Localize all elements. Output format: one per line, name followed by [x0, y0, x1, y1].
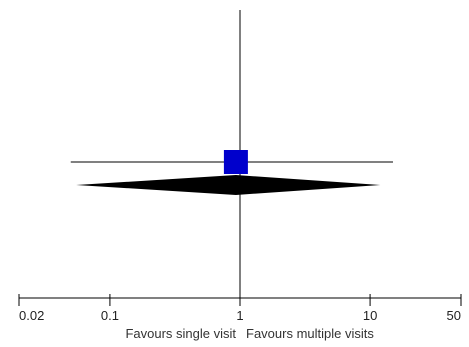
x-tick-label: 50	[447, 308, 461, 323]
favours-multiple-visits-label: Favours multiple visits	[246, 326, 374, 341]
x-tick-label: 0.1	[101, 308, 119, 323]
study-point-estimate	[223, 150, 248, 174]
x-tick-label: 1	[236, 308, 243, 323]
favours-single-visit-label: Favours single visit	[125, 326, 236, 341]
x-tick-label: 0.02	[19, 308, 44, 323]
pooled-estimate-diamond	[76, 175, 381, 195]
x-tick-label: 10	[363, 308, 377, 323]
